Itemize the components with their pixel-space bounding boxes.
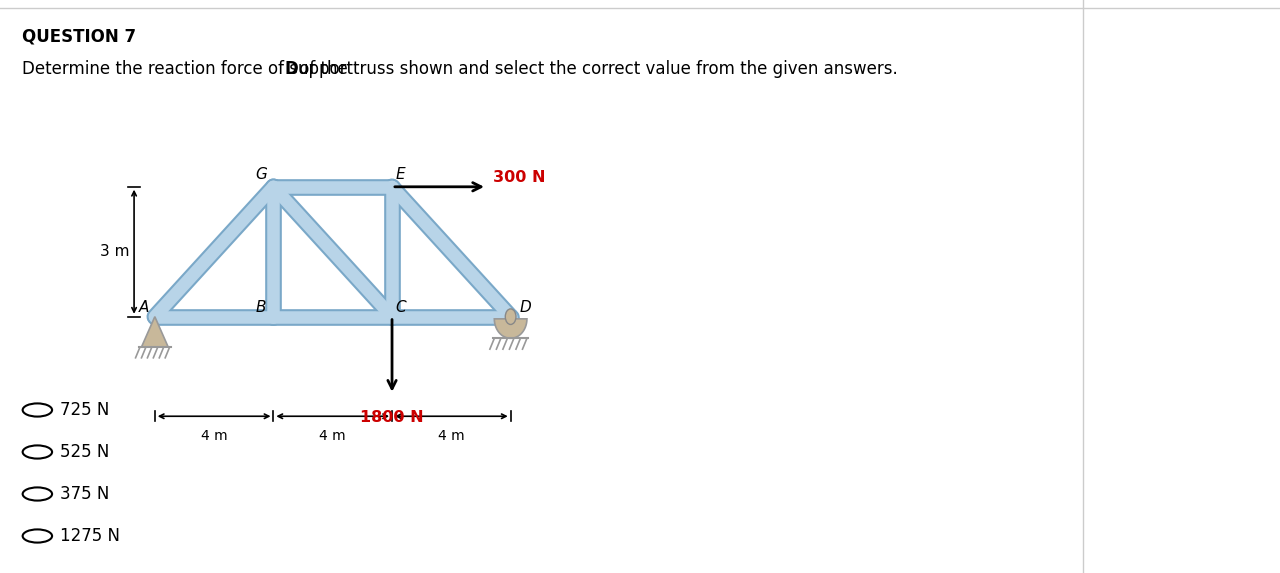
- Text: 1275 N: 1275 N: [60, 527, 120, 545]
- Text: 4 m: 4 m: [438, 429, 465, 444]
- Text: 525 N: 525 N: [60, 443, 110, 461]
- Text: 4 m: 4 m: [201, 429, 228, 444]
- Text: D: D: [284, 60, 298, 78]
- Text: C: C: [396, 300, 406, 315]
- Polygon shape: [142, 317, 168, 347]
- Text: B: B: [256, 300, 266, 315]
- Polygon shape: [494, 319, 527, 338]
- Text: Determine the reaction force of support: Determine the reaction force of support: [22, 60, 358, 78]
- Text: D: D: [520, 300, 531, 315]
- Circle shape: [506, 309, 516, 324]
- Text: 725 N: 725 N: [60, 401, 110, 419]
- Text: 3 m: 3 m: [100, 244, 129, 259]
- Text: 375 N: 375 N: [60, 485, 110, 503]
- Text: QUESTION 7: QUESTION 7: [22, 28, 136, 46]
- Text: G: G: [256, 167, 268, 182]
- Text: A: A: [138, 300, 148, 315]
- Text: 1800 N: 1800 N: [360, 410, 424, 425]
- Text: E: E: [396, 167, 406, 182]
- Text: 300 N: 300 N: [493, 170, 545, 185]
- Text: 4 m: 4 m: [320, 429, 346, 444]
- Text: of the truss shown and select the correct value from the given answers.: of the truss shown and select the correc…: [294, 60, 897, 78]
